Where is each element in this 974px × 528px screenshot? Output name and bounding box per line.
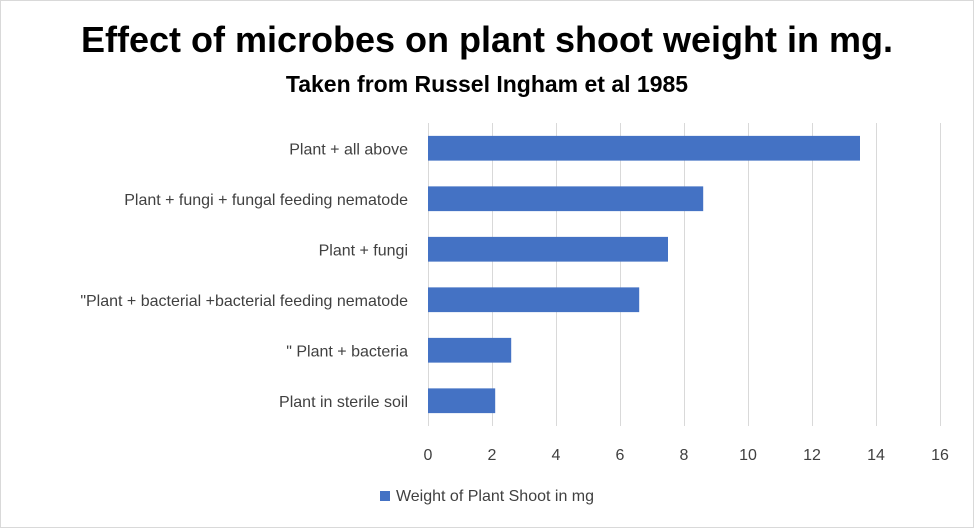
x-tick-label-6: 12 (803, 447, 821, 464)
x-tick-label-7: 14 (867, 447, 885, 464)
bar-3 (428, 287, 640, 313)
category-label-3: "Plant + bacterial +bacterial feeding ne… (80, 293, 408, 310)
chart-title: Effect of microbes on plant shoot weight… (80, 19, 894, 60)
category-label-0: Plant + all above (289, 141, 408, 158)
bar-0 (428, 135, 860, 161)
bar-4 (428, 337, 512, 363)
x-tick-label-1: 2 (488, 447, 497, 464)
category-label-4: " Plant + bacteria (286, 343, 408, 360)
x-tick-label-8: 16 (931, 447, 949, 464)
category-label-5: Plant in sterile soil (279, 394, 408, 411)
legend: Weight of Plant Shoot in mg (1, 486, 973, 508)
x-tick-label-0: 0 (424, 447, 433, 464)
x-tick-label-5: 10 (739, 447, 757, 464)
bar-5 (428, 388, 496, 414)
legend-swatch (379, 491, 390, 501)
x-tick-label-2: 4 (552, 447, 561, 464)
x-tick-label-3: 6 (616, 447, 625, 464)
bar-2 (428, 236, 668, 262)
chart-subtitle: Taken from Russel Ingham et al 1985 (285, 71, 689, 97)
bar-1 (428, 186, 704, 212)
x-tick-label-4: 8 (680, 447, 689, 464)
category-label-1: Plant + fungi + fungal feeding nematode (124, 192, 408, 209)
legend-label: Weight of Plant Shoot in mg (395, 488, 595, 505)
category-label-2: Plant + fungi (319, 242, 408, 259)
